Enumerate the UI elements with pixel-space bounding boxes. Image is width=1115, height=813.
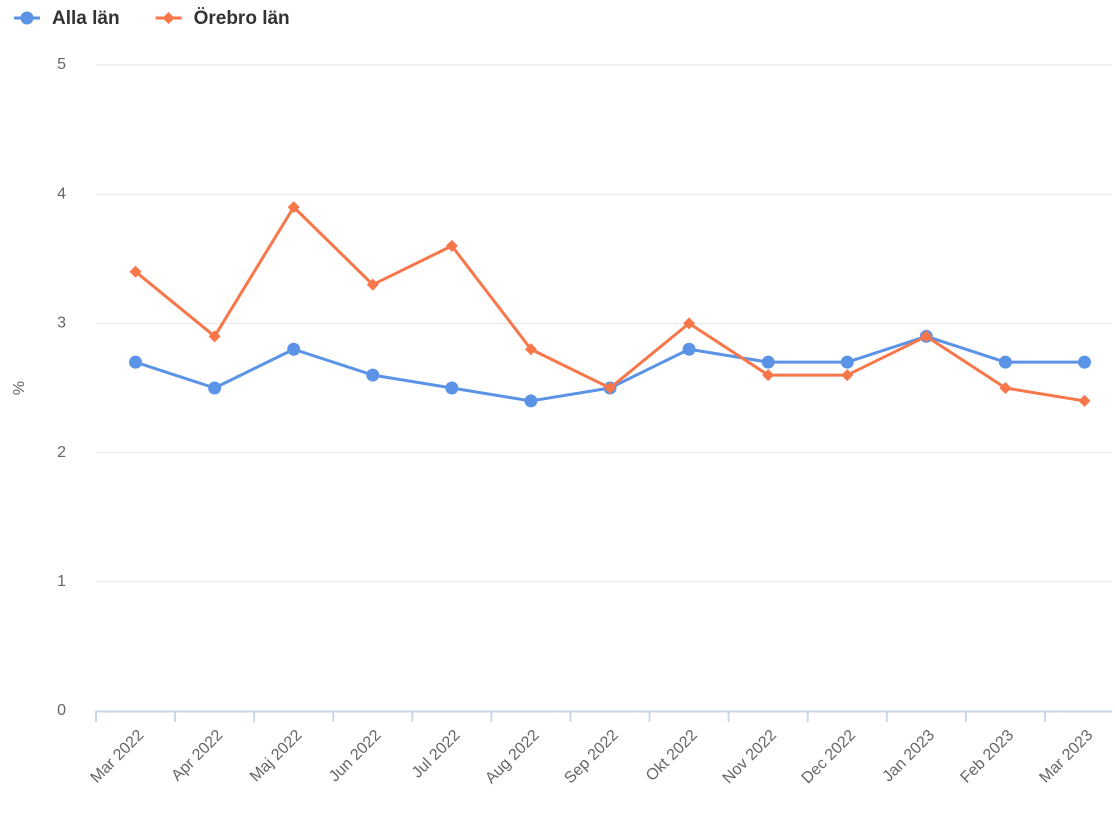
x-tick-label: Apr 2022 [168, 727, 226, 785]
data-point [682, 342, 696, 356]
y-tick-label: 3 [57, 315, 66, 332]
data-point [129, 355, 143, 369]
data-point [287, 201, 300, 214]
data-point [840, 355, 854, 369]
data-point [524, 343, 537, 356]
data-point [761, 355, 775, 369]
data-point [604, 382, 617, 394]
data-point [999, 382, 1012, 394]
x-tick-label: Aug 2022 [482, 727, 543, 788]
x-tick-label: Maj 2022 [247, 727, 306, 786]
data-point [841, 369, 854, 382]
series-line [134, 205, 1085, 403]
x-tick-label: Sep 2022 [561, 727, 622, 788]
data-point [683, 317, 696, 330]
data-point [287, 342, 301, 356]
data-point [445, 239, 458, 252]
data-point [366, 368, 380, 382]
x-tick-label: Nov 2022 [720, 727, 781, 788]
x-tick-label: Jul 2022 [409, 727, 464, 782]
x-tick-label: Jan 2023 [880, 727, 939, 786]
x-tick-label: Mar 2022 [88, 727, 148, 787]
y-axis-label: % [11, 381, 28, 395]
data-point [762, 369, 775, 382]
y-tick-label: 1 [57, 573, 66, 590]
x-tick-label: Jun 2022 [326, 727, 385, 786]
y-tick-label: 0 [57, 702, 66, 719]
data-point [129, 265, 142, 278]
data-point [998, 355, 1012, 369]
data-point [208, 381, 222, 395]
legend-marker [162, 12, 175, 24]
data-point [1078, 394, 1091, 407]
data-point [524, 394, 538, 408]
legend-label: Örebro län [194, 8, 290, 29]
x-tick-label: Feb 2023 [957, 727, 1017, 787]
x-tick-label: Okt 2022 [643, 727, 701, 785]
legend-label: Alla län [52, 8, 120, 29]
y-tick-label: 4 [57, 185, 66, 202]
legend-marker [20, 11, 34, 25]
data-point [445, 381, 459, 395]
x-tick-label: Mar 2023 [1036, 727, 1096, 787]
data-point [208, 330, 221, 343]
x-tick-label: Dec 2022 [799, 727, 860, 788]
data-point [1078, 355, 1091, 369]
data-point [366, 278, 379, 291]
y-tick-label: 2 [57, 444, 66, 461]
data-point [920, 330, 933, 343]
y-tick-label: 5 [57, 56, 66, 73]
